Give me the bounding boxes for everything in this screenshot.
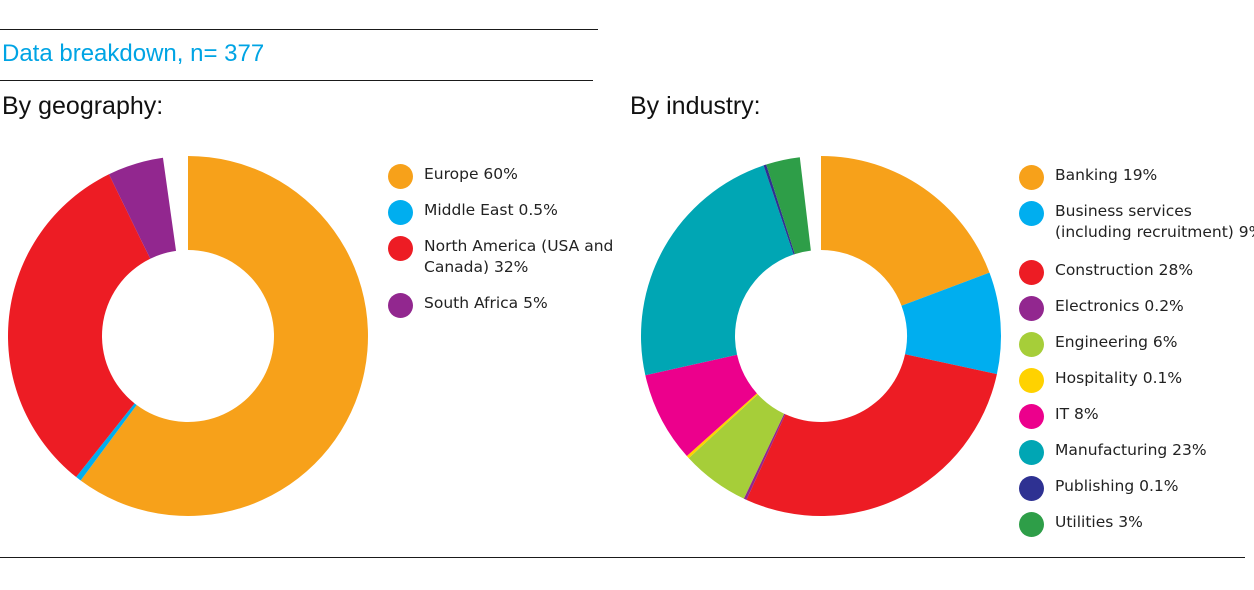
- legend-item: Engineering 6%: [1019, 332, 1254, 357]
- legend-item: Business services (including recruitment…: [1019, 201, 1254, 243]
- legend-item: South Africa 5%: [388, 293, 624, 318]
- legend-label: Manufacturing 23%: [1055, 441, 1207, 459]
- legend-swatch: [388, 200, 413, 225]
- industry-legend: Banking 19% Business services (including…: [1019, 165, 1254, 548]
- legend-swatch: [388, 293, 413, 318]
- donut-slice: [645, 354, 757, 456]
- donut-slice: [763, 164, 795, 255]
- legend-swatch: [1019, 440, 1044, 465]
- legend-swatch: [1019, 368, 1044, 393]
- donut-slice: [743, 413, 786, 500]
- legend-swatch: [1019, 260, 1044, 285]
- legend-label: Middle East 0.5%: [424, 201, 558, 219]
- geography-donut-chart: [8, 156, 368, 516]
- legend-item: Middle East 0.5%: [388, 200, 624, 225]
- legend-label: Construction 28%: [1055, 261, 1194, 279]
- donut-slice: [766, 157, 811, 255]
- legend-item: Electronics 0.2%: [1019, 296, 1254, 321]
- legend-item: Hospitality 0.1%: [1019, 368, 1254, 393]
- legend-label: South Africa 5%: [424, 294, 548, 312]
- legend-item: Utilities 3%: [1019, 512, 1254, 537]
- legend-swatch: [1019, 201, 1044, 226]
- donut-slice: [688, 394, 785, 499]
- legend-label: Utilities 3%: [1055, 513, 1143, 531]
- legend-item: North America (USA and Canada) 32%: [388, 236, 624, 278]
- geography-chart-title: By geography:: [2, 92, 164, 120]
- donut-slice: [641, 165, 794, 376]
- legend-label: Banking 19%: [1055, 166, 1158, 184]
- legend-swatch: [1019, 476, 1044, 501]
- legend-swatch: [1019, 512, 1044, 537]
- legend-label: Engineering 6%: [1055, 333, 1178, 351]
- top-rule: [0, 29, 598, 30]
- legend-swatch: [388, 236, 413, 261]
- donut-slice: [686, 393, 758, 459]
- legend-item: Europe 60%: [388, 164, 624, 189]
- donut-slice: [108, 157, 177, 259]
- geography-legend: Europe 60% Middle East 0.5% North Americ…: [388, 164, 624, 329]
- legend-label: IT 8%: [1055, 405, 1099, 423]
- legend-item: Construction 28%: [1019, 260, 1254, 285]
- legend-swatch: [1019, 332, 1044, 357]
- legend-swatch: [388, 164, 413, 189]
- donut-slice: [80, 156, 368, 516]
- legend-label: Business services (including recruitment…: [1055, 202, 1254, 241]
- page-title: Data breakdown, n= 377: [2, 40, 265, 67]
- legend-swatch: [1019, 404, 1044, 429]
- legend-label: Hospitality 0.1%: [1055, 369, 1183, 387]
- legend-label: Publishing 0.1%: [1055, 477, 1179, 495]
- legend-item: Publishing 0.1%: [1019, 476, 1254, 501]
- legend-swatch: [1019, 165, 1044, 190]
- bottom-rule: [0, 557, 1245, 558]
- legend-label: North America (USA and Canada) 32%: [424, 237, 614, 276]
- donut-slice: [901, 272, 1001, 375]
- legend-swatch: [1019, 296, 1044, 321]
- donut-slice: [746, 354, 997, 516]
- legend-label: Electronics 0.2%: [1055, 297, 1184, 315]
- donut-slice: [8, 174, 151, 478]
- legend-item: IT 8%: [1019, 404, 1254, 429]
- title-rule: [0, 80, 593, 81]
- donut-slice: [76, 403, 137, 481]
- legend-item: Manufacturing 23%: [1019, 440, 1254, 465]
- industry-chart-title: By industry:: [630, 92, 761, 120]
- industry-donut-chart: [641, 156, 1001, 516]
- legend-item: Banking 19%: [1019, 165, 1254, 190]
- legend-label: Europe 60%: [424, 165, 518, 183]
- donut-slice: [821, 156, 990, 306]
